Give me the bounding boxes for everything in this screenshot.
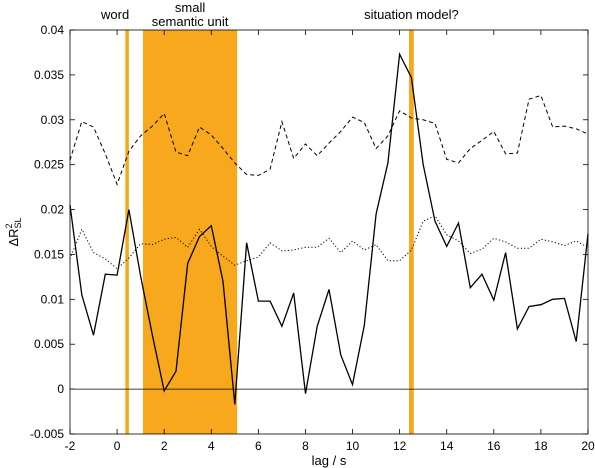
x-tick-label: 4 [208,439,215,453]
highlight-label-line1: small [175,0,205,15]
x-tick-label: 8 [302,439,309,453]
x-tick-label: 16 [487,439,501,453]
y-tick-label: -0.005 [30,427,64,441]
series-line-dotted [69,215,589,270]
y-tick-label: 0.015 [34,247,64,261]
x-tick-label: 0 [114,439,121,453]
y-tick-label: 0.02 [41,203,65,217]
y-tick-label: 0.01 [41,292,65,306]
y-axis-label-subscript: SL [13,217,23,228]
y-tick-label: 0.03 [41,113,65,127]
series-line-dashed [69,94,589,186]
y-tick-label: 0.035 [34,68,64,82]
x-tick-label: 18 [534,439,548,453]
highlight-label-line2: semantic unit [152,14,229,29]
x-tick-label: 20 [581,439,595,453]
x-tick-label: -2 [65,439,76,453]
series-layer [69,51,589,405]
plot-frame [69,29,589,435]
x-axis-label: lag / s [312,453,347,468]
y-axis-ticks: -0.005 0 0.005 0.01 0.015 0.02 0.025 0.03 0.035 0… [30,23,588,441]
highlight-bands [125,30,414,434]
x-tick-label: 6 [255,439,262,453]
y-tick-label: 0.025 [34,158,64,172]
x-tick-label: 2 [161,439,168,453]
highlight-label: word [100,7,129,22]
highlight-band [125,30,129,434]
x-tick-label: 14 [440,439,454,453]
highlight-band [142,30,238,434]
y-tick-label: 0.04 [41,23,65,37]
highlight-label: situation model? [364,7,459,22]
y-axis-label-main: ΔR [6,228,21,246]
y-axis-label-superscript: 2 [4,223,14,228]
y-tick-label: 0.005 [34,337,64,351]
highlight-band [409,30,414,434]
y-axis-label: ΔR2SL [4,217,23,246]
series-line-solid [69,51,589,405]
x-tick-label: 10 [346,439,360,453]
x-tick-label: 12 [393,439,407,453]
y-tick-label: 0 [57,382,64,396]
x-axis-ticks: -2 0 2 4 6 8 10 12 14 16 18 20 [65,30,595,453]
